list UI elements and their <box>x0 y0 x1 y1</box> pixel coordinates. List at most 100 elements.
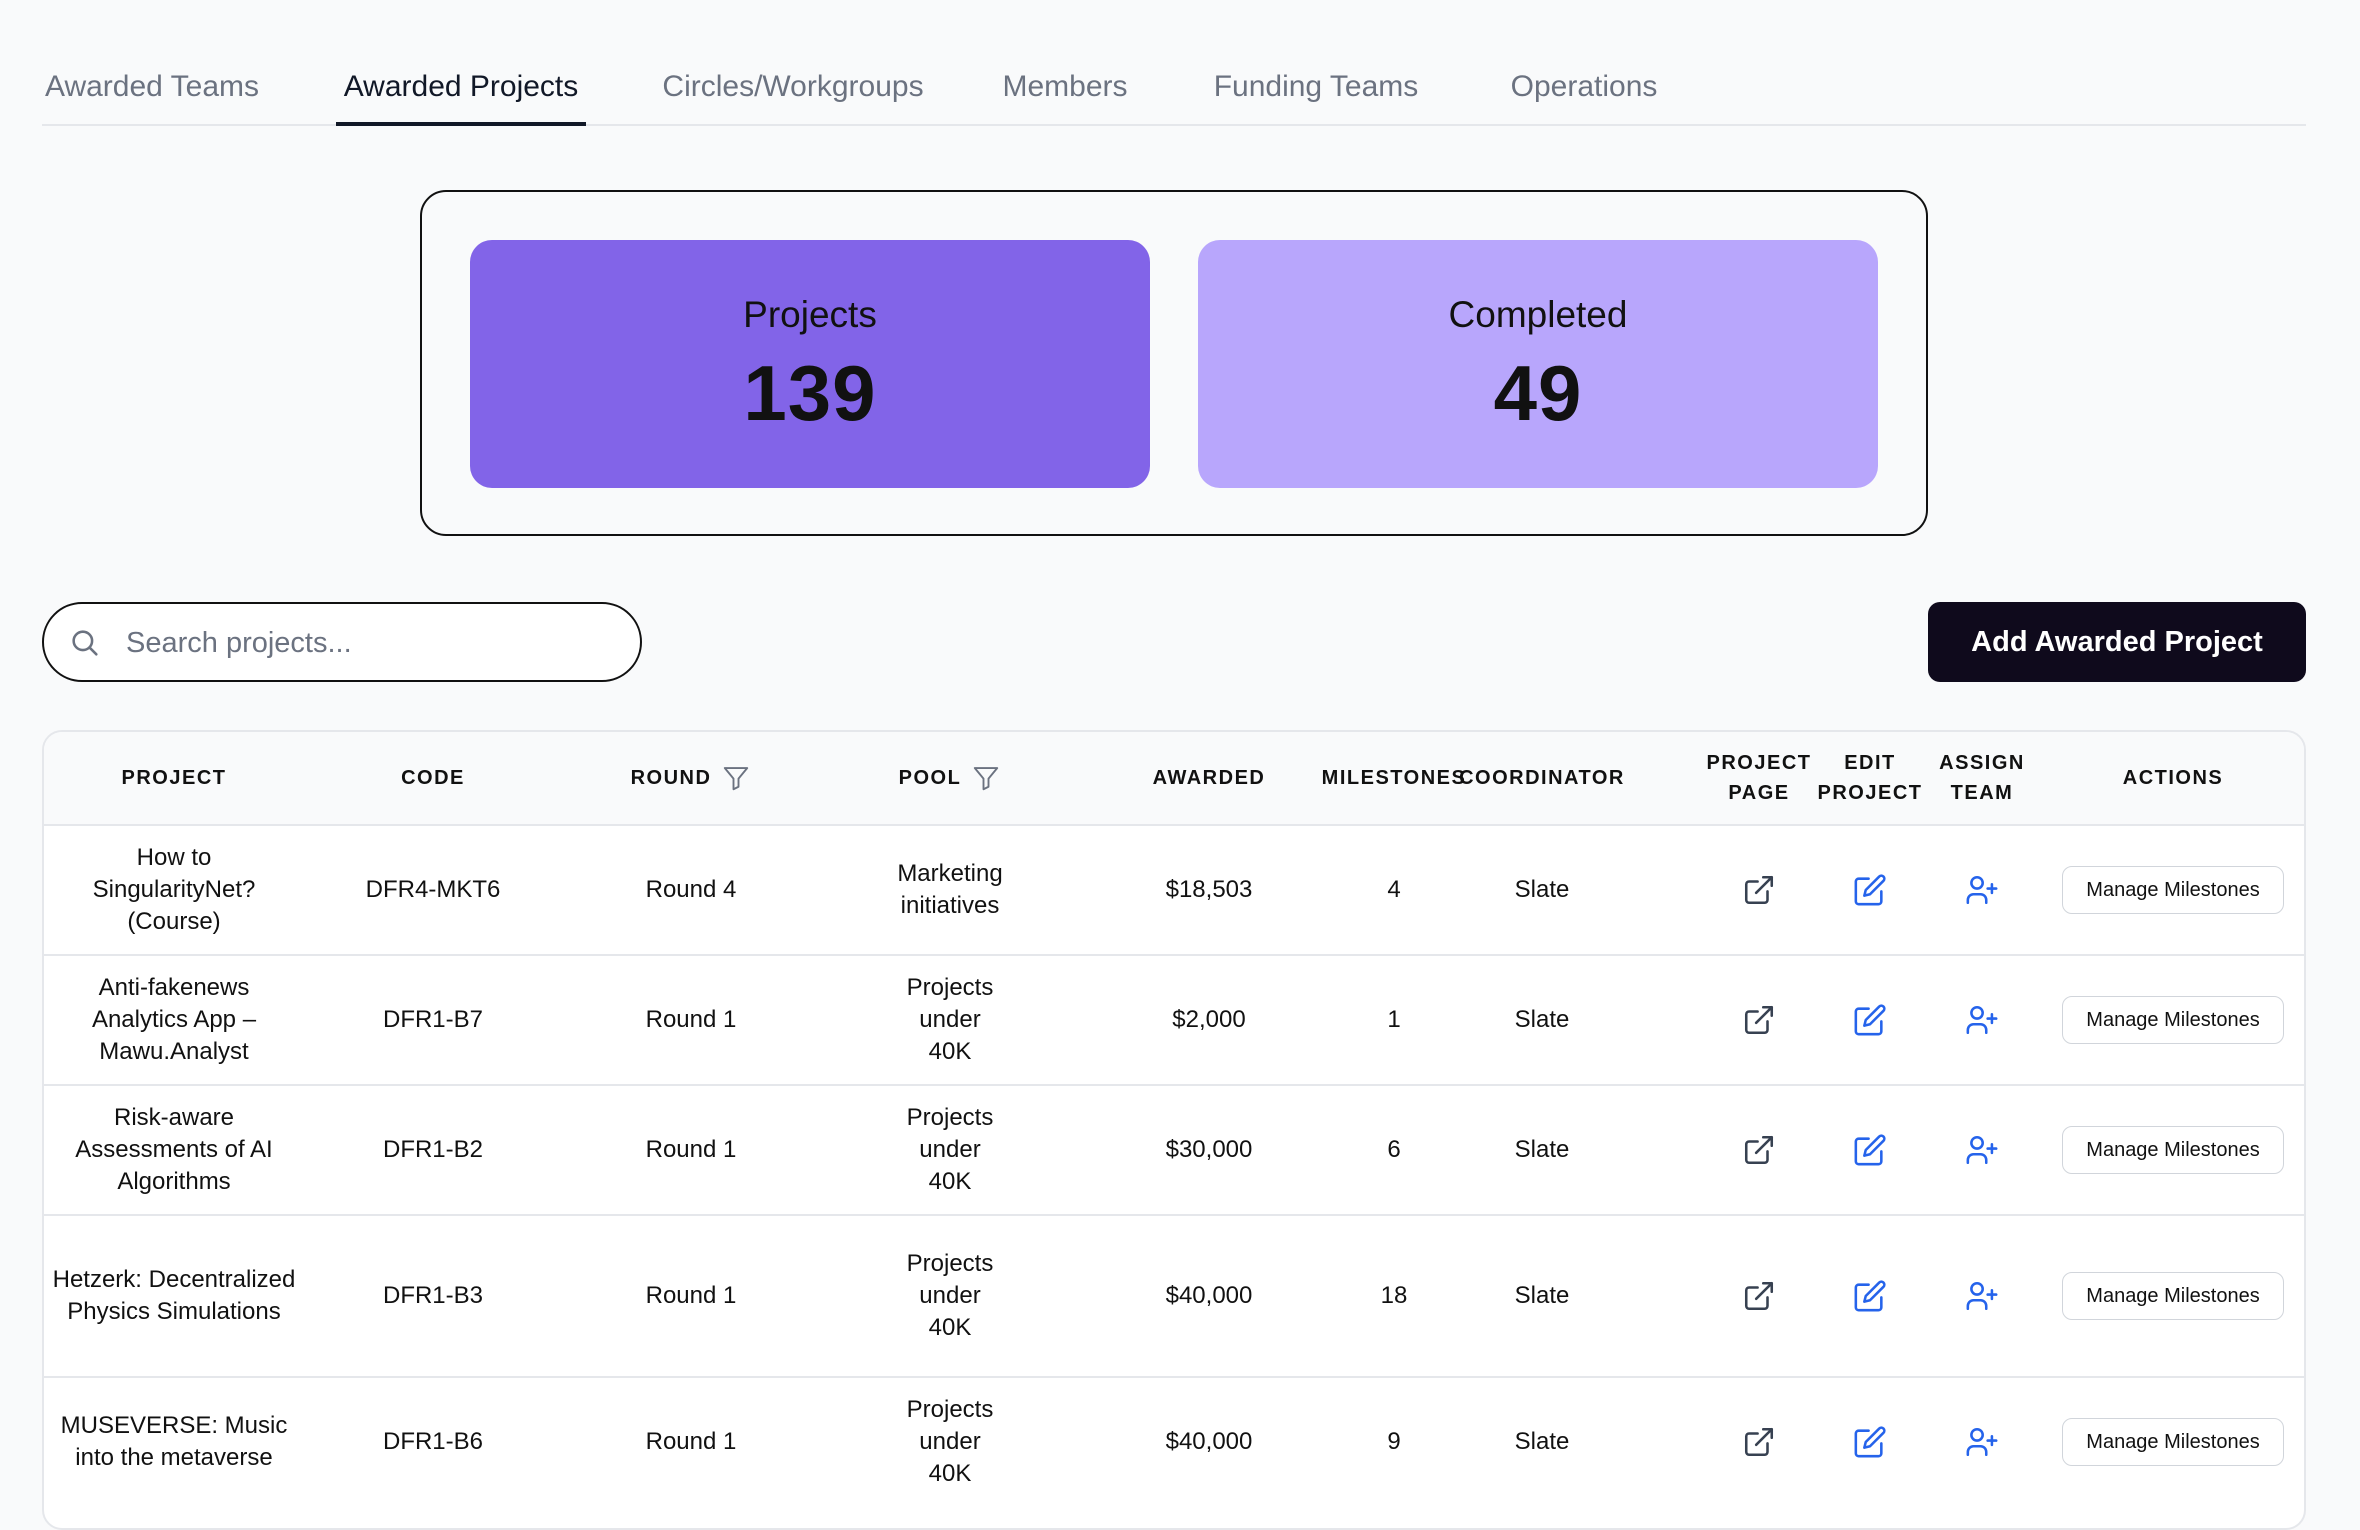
cell-coordinator: Slate <box>1514 1136 1570 1163</box>
manage-milestones-button[interactable]: Manage Milestones <box>2062 866 2284 914</box>
edit-icon[interactable] <box>1850 1130 1890 1170</box>
cell-coordinator: Slate <box>1514 1006 1570 1033</box>
tab-awarded-projects[interactable]: Awarded Projects <box>336 54 586 126</box>
cell-round: Round 1 <box>645 1282 737 1309</box>
header-pool[interactable]: POOL <box>820 732 1080 824</box>
cell-edit-project <box>1814 956 1926 1084</box>
cell-project: How to SingularityNet? (Course) <box>92 844 256 935</box>
table-row: Anti-fakenews Analytics App – Mawu.Analy… <box>44 954 2304 1084</box>
user-plus-icon[interactable] <box>1962 1130 2002 1170</box>
table-row: Risk-aware Assessments of AI Algorithms … <box>44 1084 2304 1214</box>
table-header: PROJECT CODE ROUND POOL AWARDED MILESTON… <box>44 732 2304 824</box>
tab-funding-teams[interactable]: Funding Teams <box>1213 70 1419 103</box>
cell-project-page <box>1702 826 1816 954</box>
cell-project: MUSEVERSE: Music into the metaverse <box>60 1412 288 1471</box>
cell-project: Hetzerk: Decentralized Physics Simulatio… <box>52 1266 296 1325</box>
cell-awarded: $18,503 <box>1165 876 1253 903</box>
cell-assign-team <box>1926 1216 2038 1376</box>
completed-stat-label: Completed <box>1448 294 1628 335</box>
manage-milestones-button[interactable]: Manage Milestones <box>2062 996 2284 1044</box>
manage-milestones-button[interactable]: Manage Milestones <box>2062 1272 2284 1320</box>
completed-stat-card: Completed 49 <box>1198 240 1878 488</box>
projects-table: PROJECT CODE ROUND POOL AWARDED MILESTON… <box>42 730 2306 1530</box>
completed-stat-value: 49 <box>1493 349 1583 437</box>
header-round[interactable]: ROUND <box>562 732 820 824</box>
cell-milestones: 4 <box>1387 876 1401 903</box>
edit-icon[interactable] <box>1850 1422 1890 1462</box>
cell-pool: Projects under 40K <box>906 1250 994 1341</box>
cell-awarded: $40,000 <box>1165 1282 1253 1309</box>
header-assign-team: ASSIGN TEAM <box>1939 752 2025 804</box>
search-icon <box>72 630 98 656</box>
edit-icon[interactable] <box>1850 1276 1890 1316</box>
table-row: How to SingularityNet? (Course) DFR4-MKT… <box>44 824 2304 954</box>
add-awarded-project-button[interactable]: Add Awarded Project <box>1928 602 2306 682</box>
cell-code: DFR1-B2 <box>382 1136 484 1163</box>
tab-awarded-teams[interactable]: Awarded Teams <box>44 70 259 103</box>
cell-project-page <box>1702 1086 1816 1214</box>
cell-actions: Manage Milestones <box>2048 956 2298 1084</box>
cell-project: Risk-aware Assessments of AI Algorithms <box>75 1104 273 1195</box>
cell-project-page <box>1702 1216 1816 1376</box>
projects-stat-label: Projects <box>743 294 877 335</box>
header-code: CODE <box>401 767 465 789</box>
cell-code: DFR4-MKT6 <box>365 876 501 903</box>
filter-icon[interactable] <box>721 763 751 793</box>
external-link-icon[interactable] <box>1739 1000 1779 1040</box>
table-row: MUSEVERSE: Music into the metaverse DFR1… <box>44 1376 2304 1506</box>
external-link-icon[interactable] <box>1739 1276 1779 1316</box>
cell-edit-project <box>1814 1086 1926 1214</box>
cell-milestones: 1 <box>1387 1006 1401 1033</box>
cell-pool: Projects under 40K <box>906 1104 994 1195</box>
header-awarded: AWARDED <box>1152 767 1266 789</box>
edit-icon[interactable] <box>1850 870 1890 910</box>
user-plus-icon[interactable] <box>1962 1276 2002 1316</box>
user-plus-icon[interactable] <box>1962 1000 2002 1040</box>
cell-round: Round 4 <box>645 876 737 903</box>
header-actions: ACTIONS <box>2122 767 2224 789</box>
cell-milestones: 6 <box>1387 1136 1401 1163</box>
cell-code: DFR1-B7 <box>382 1006 484 1033</box>
external-link-icon[interactable] <box>1739 1422 1779 1462</box>
cell-project: Anti-fakenews Analytics App – Mawu.Analy… <box>91 974 257 1065</box>
search-input[interactable] <box>124 614 608 672</box>
external-link-icon[interactable] <box>1739 1130 1779 1170</box>
projects-stat-card: Projects 139 <box>470 240 1150 488</box>
cell-project-page <box>1702 1378 1816 1506</box>
user-plus-icon[interactable] <box>1962 870 2002 910</box>
cell-code: DFR1-B6 <box>382 1428 484 1455</box>
filter-icon[interactable] <box>971 763 1001 793</box>
edit-icon[interactable] <box>1850 1000 1890 1040</box>
tab-operations[interactable]: Operations <box>1510 70 1658 103</box>
cell-edit-project <box>1814 1378 1926 1506</box>
cell-pool: Marketing initiatives <box>897 860 1003 919</box>
cell-assign-team <box>1926 826 2038 954</box>
cell-awarded: $30,000 <box>1165 1136 1253 1163</box>
manage-milestones-button[interactable]: Manage Milestones <box>2062 1418 2284 1466</box>
external-link-icon[interactable] <box>1739 870 1779 910</box>
cell-project-page <box>1702 956 1816 1084</box>
tab-circles-workgroups[interactable]: Circles/Workgroups <box>662 70 924 103</box>
projects-stat-value: 139 <box>743 349 877 437</box>
stats-panel: Projects 139 Completed 49 <box>420 190 1928 536</box>
search-box <box>42 602 642 682</box>
cell-coordinator: Slate <box>1514 1428 1570 1455</box>
header-edit-project: EDIT PROJECT <box>1817 752 1923 804</box>
cell-round: Round 1 <box>645 1428 737 1455</box>
cell-coordinator: Slate <box>1514 876 1570 903</box>
header-pool-label: POOL <box>898 767 962 789</box>
cell-actions: Manage Milestones <box>2048 1378 2298 1506</box>
header-coordinator: COORDINATOR <box>1459 767 1625 789</box>
header-project: PROJECT <box>121 767 227 789</box>
cell-actions: Manage Milestones <box>2048 1216 2298 1376</box>
cell-round: Round 1 <box>645 1006 737 1033</box>
user-plus-icon[interactable] <box>1962 1422 2002 1462</box>
header-round-label: ROUND <box>630 767 712 789</box>
cell-assign-team <box>1926 956 2038 1084</box>
cell-round: Round 1 <box>645 1136 737 1163</box>
manage-milestones-button[interactable]: Manage Milestones <box>2062 1126 2284 1174</box>
tab-members[interactable]: Members <box>1002 70 1128 103</box>
header-milestones: MILESTONES <box>1321 767 1467 789</box>
tab-bar: Awarded Teams Awarded Projects Circles/W… <box>42 54 2306 126</box>
cell-code: DFR1-B3 <box>382 1282 484 1309</box>
